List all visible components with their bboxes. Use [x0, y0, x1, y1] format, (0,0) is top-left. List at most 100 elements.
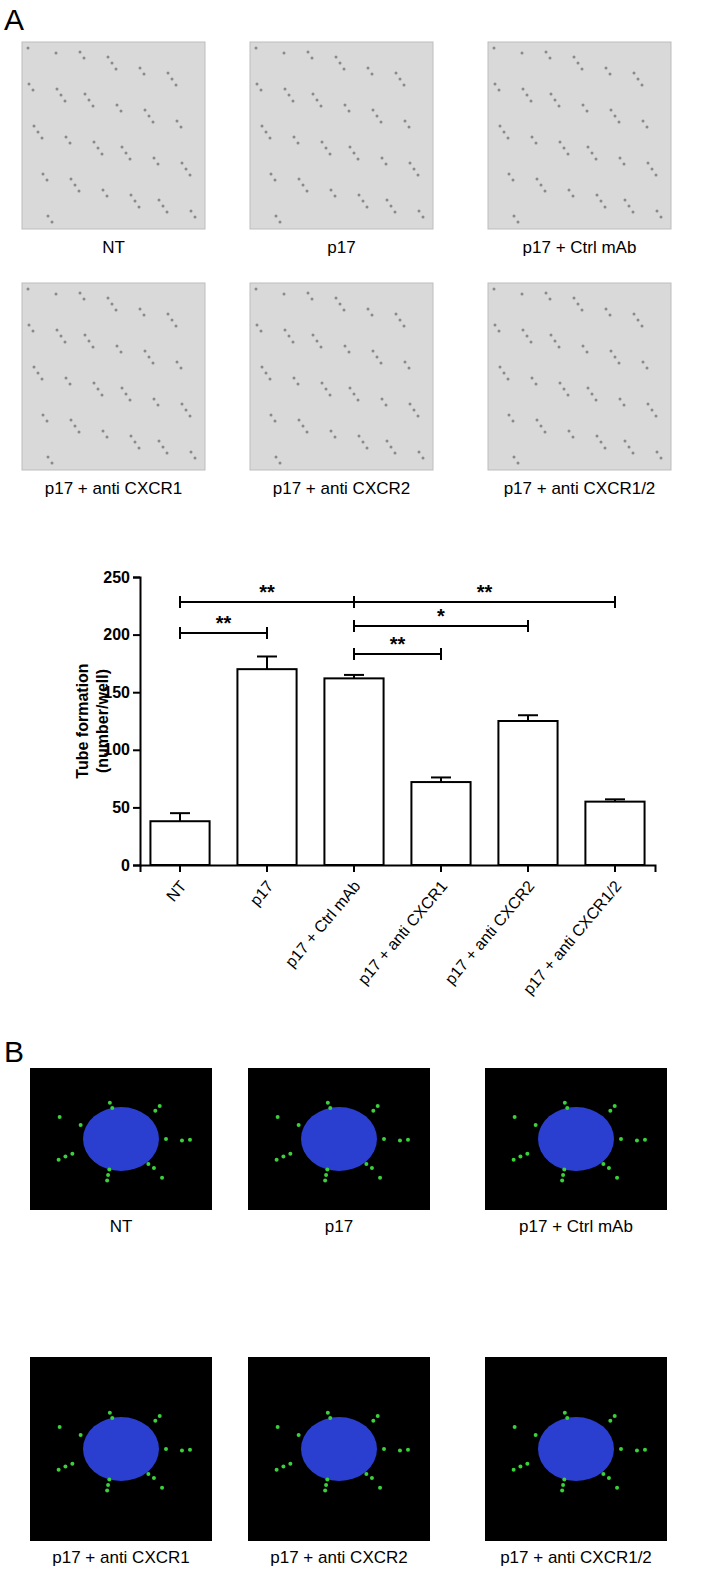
green-dot	[326, 1101, 330, 1105]
error-bar	[344, 675, 364, 678]
texture-dot	[255, 288, 258, 291]
texture-dot	[395, 313, 398, 316]
image-caption: p17 + anti CXCR1/2	[500, 1548, 652, 1567]
y-tick: 0	[121, 857, 140, 874]
texture-dot	[167, 72, 170, 75]
green-dot	[371, 1109, 375, 1113]
x-tick-mark	[353, 865, 355, 872]
x-tick-mark	[266, 865, 268, 872]
x-tick-label: p17 + anti CXCR2	[441, 877, 537, 987]
micrograph	[22, 42, 205, 229]
green-dot	[275, 1158, 279, 1162]
significance-bracket: **	[180, 581, 354, 608]
green-dot	[370, 1166, 374, 1170]
texture-dot	[404, 120, 407, 123]
texture-dot	[330, 430, 333, 433]
texture-dot	[637, 78, 640, 81]
nucleus	[83, 1417, 159, 1481]
green-dot	[160, 1176, 164, 1180]
green-dot	[180, 1138, 184, 1142]
texture-dot	[171, 319, 174, 322]
texture-dot	[647, 403, 650, 406]
texture-dot	[84, 334, 87, 337]
texture-dot	[554, 99, 557, 102]
texture-dot	[399, 319, 402, 322]
texture-dot	[381, 157, 384, 160]
texture-dot	[408, 367, 411, 370]
green-dot	[146, 1472, 150, 1476]
fluorescence-background	[248, 1357, 430, 1541]
fluorescence-image	[248, 1068, 430, 1210]
green-dot	[57, 1158, 61, 1162]
texture-dot	[83, 57, 86, 60]
texture-dot	[134, 200, 137, 203]
x-tick-label: NT	[163, 877, 190, 904]
texture-dot	[78, 190, 81, 193]
texture-dot	[37, 131, 40, 134]
texture-dot	[587, 146, 590, 149]
texture-dot	[558, 105, 561, 108]
green-dot	[565, 1106, 569, 1110]
texture-dot	[417, 174, 420, 177]
green-dot	[79, 1433, 83, 1437]
green-dot	[518, 1155, 522, 1159]
green-dot	[276, 1425, 280, 1429]
texture-dot	[422, 216, 425, 219]
image-caption: p17	[327, 238, 355, 257]
green-dot	[158, 1414, 162, 1418]
green-dot	[164, 1137, 168, 1141]
green-dot	[153, 1109, 157, 1113]
texture-dot	[358, 194, 361, 197]
texture-dot	[628, 446, 631, 449]
green-dot	[525, 1462, 529, 1466]
texture-dot	[46, 179, 49, 182]
texture-dot	[641, 84, 644, 87]
green-dot	[70, 1152, 74, 1156]
texture-dot	[269, 378, 272, 381]
error-bar	[605, 799, 625, 801]
texture-dot	[320, 105, 323, 108]
texture-dot	[582, 104, 585, 107]
green-dot	[70, 1462, 74, 1466]
texture-dot	[655, 174, 658, 177]
texture-dot	[270, 414, 273, 417]
texture-dot	[656, 451, 659, 454]
x-axis-line	[141, 866, 656, 873]
green-dot	[562, 1167, 566, 1171]
bracket-end	[179, 596, 181, 608]
fluorescence-image	[485, 1068, 667, 1210]
texture-dot	[134, 441, 137, 444]
texture-dot	[152, 362, 155, 365]
green-dot	[188, 1138, 192, 1142]
bar	[150, 821, 209, 865]
green-dot	[376, 1104, 380, 1108]
bracket-end	[353, 596, 355, 608]
texture-dot	[517, 462, 520, 465]
figure: ABNTp17p17 + Ctrl mAbp17 + anti CXCR1p17…	[0, 0, 708, 1582]
texture-dot	[536, 178, 539, 181]
texture-dot	[284, 329, 287, 332]
green-dot	[106, 1173, 110, 1177]
green-dot	[562, 1477, 566, 1481]
texture-dot	[121, 387, 124, 390]
texture-dot	[189, 174, 192, 177]
texture-dot	[162, 205, 165, 208]
texture-dot	[513, 215, 516, 218]
green-dot	[565, 1416, 569, 1420]
texture-dot	[107, 56, 110, 59]
texture-dot	[596, 194, 599, 197]
texture-dot	[409, 162, 412, 165]
texture-dot	[185, 168, 188, 171]
fluorescence-image	[248, 1357, 430, 1541]
texture-dot	[130, 435, 133, 438]
texture-dot	[540, 425, 543, 428]
texture-dot	[494, 83, 497, 86]
texture-dot	[512, 420, 515, 423]
green-dot	[325, 1167, 329, 1171]
texture-dot	[92, 346, 95, 349]
green-dot	[58, 1425, 62, 1429]
texture-dot	[572, 436, 575, 439]
texture-dot	[111, 62, 114, 65]
texture-dot	[189, 415, 192, 418]
green-dot	[635, 1448, 639, 1452]
